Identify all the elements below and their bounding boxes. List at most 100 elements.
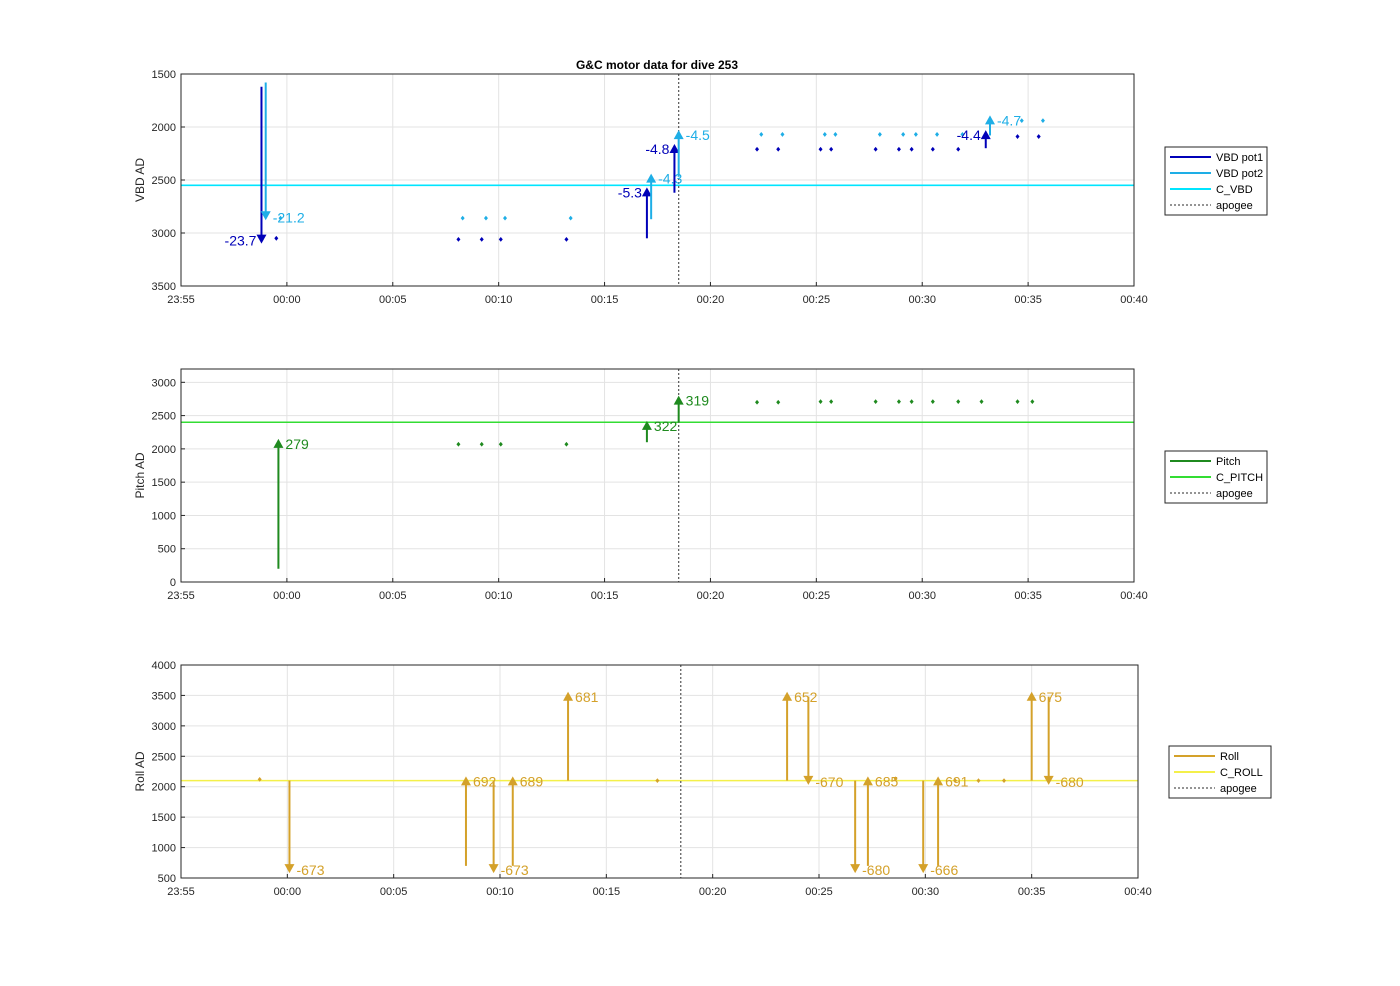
x-tick-label: 00:10 — [485, 590, 513, 602]
legend-entry: apogee — [1216, 488, 1253, 500]
data-point-vbd-pot1 — [930, 146, 935, 152]
x-tick-label: 00:05 — [380, 886, 408, 898]
data-point-vbd-pot1 — [829, 146, 834, 152]
x-tick-label: 00:15 — [593, 886, 621, 898]
data-point-vbd-pot1 — [456, 236, 461, 242]
data-point-vbd-pot1 — [1036, 134, 1041, 139]
x-tick-label: 00:40 — [1120, 294, 1148, 306]
y-tick-label: 500 — [158, 544, 176, 556]
move-arrow-head — [862, 776, 873, 786]
legend-entry: apogee — [1220, 783, 1257, 795]
data-point-vbd-pot2 — [503, 215, 508, 221]
figure-title: G&C motor data for dive 253 — [576, 58, 738, 72]
x-tick-label: 00:10 — [485, 294, 513, 306]
y-tick-label: 4000 — [152, 660, 176, 672]
move-annotation: -670 — [815, 774, 843, 790]
move-annotation: -680 — [1056, 774, 1084, 790]
data-point-vbd-pot2 — [935, 132, 940, 137]
x-tick-label: 00:05 — [379, 294, 407, 306]
move-arrow-head — [284, 864, 295, 874]
move-annotation: 319 — [686, 393, 710, 409]
move-annotation: -5.3 — [618, 184, 642, 200]
move-arrow-head — [933, 776, 944, 786]
move-arrow-head — [984, 115, 995, 125]
data-point-roll — [1002, 778, 1007, 784]
data-point-vbd-pot1 — [896, 146, 901, 152]
data-point-vbd-pot2 — [460, 215, 465, 221]
move-arrow-head — [507, 776, 518, 786]
move-annotation: 652 — [794, 689, 818, 705]
move-arrow-head — [260, 211, 271, 221]
data-point-vbd-pot1 — [956, 146, 961, 152]
data-point-pitch — [1015, 399, 1020, 405]
axes-box — [180, 664, 1139, 879]
y-tick-label: 2000 — [152, 444, 176, 456]
x-tick-label: 00:40 — [1124, 886, 1152, 898]
data-point-pitch — [873, 399, 878, 405]
move-annotation: -4.3 — [658, 171, 682, 187]
x-tick-label: 00:25 — [805, 886, 833, 898]
move-arrow-head — [273, 438, 284, 448]
data-point-pitch — [818, 399, 823, 405]
x-tick-label: 00:00 — [274, 886, 302, 898]
y-tick-label: 3500 — [152, 281, 176, 293]
y-tick-label: 3500 — [152, 690, 176, 702]
y-tick-label: 1000 — [152, 510, 176, 522]
move-arrow-head — [460, 776, 471, 786]
y-axis-label: VBD AD — [133, 158, 147, 202]
y-tick-label: 1500 — [152, 69, 176, 81]
x-tick-label: 00:20 — [697, 294, 725, 306]
y-tick-label: 3000 — [152, 228, 176, 240]
move-arrow-head — [782, 691, 793, 701]
move-arrow-head — [673, 395, 684, 405]
y-tick-label: 1500 — [152, 477, 176, 489]
data-point-vbd-pot1 — [818, 146, 823, 152]
data-point-vbd-pot1 — [909, 146, 914, 152]
move-annotation: 689 — [520, 773, 544, 789]
x-tick-label: 23:55 — [167, 590, 195, 602]
move-annotation: 681 — [575, 689, 599, 705]
move-annotation: -673 — [501, 862, 529, 878]
data-point-vbd-pot2 — [1040, 118, 1045, 124]
move-annotation: 279 — [285, 436, 309, 452]
data-point-roll — [257, 777, 262, 782]
legend-box — [1164, 146, 1268, 216]
move-arrow-head — [673, 130, 684, 140]
move-arrow-head — [850, 864, 861, 874]
y-tick-label: 2500 — [152, 751, 176, 763]
x-tick-label: 23:55 — [167, 294, 195, 306]
axes-box — [180, 368, 1135, 583]
x-tick-label: 00:15 — [591, 590, 619, 602]
legend-entry: VBD pot2 — [1216, 168, 1263, 180]
data-point-pitch — [776, 399, 781, 405]
legend-entry: C_PITCH — [1216, 472, 1263, 484]
panel-1: 23:55 00:00 00:05 00:10 00:15 00:20 00:25 00:30… — [133, 69, 1268, 306]
plot-area — [181, 369, 1134, 582]
legend-entry: C_ROLL — [1220, 767, 1263, 779]
data-point-vbd-pot2 — [822, 132, 827, 137]
move-annotation: 322 — [654, 418, 678, 434]
data-point-pitch — [755, 399, 760, 405]
data-point-vbd-pot2 — [877, 132, 882, 137]
move-arrow-head — [563, 691, 574, 701]
data-point-roll — [976, 778, 981, 784]
x-tick-label: 00:00 — [273, 294, 301, 306]
move-arrow-head — [1043, 775, 1054, 785]
data-point-vbd-pot2 — [278, 215, 283, 221]
move-arrow-head — [918, 864, 929, 874]
move-annotation: -4.8 — [645, 141, 669, 157]
move-arrow-head — [1026, 691, 1037, 701]
data-point-vbd-pot2 — [901, 132, 906, 137]
legend-entry: apogee — [1216, 200, 1253, 212]
y-tick-label: 2000 — [152, 122, 176, 134]
move-arrow-head — [803, 775, 814, 785]
x-tick-label: 00:35 — [1014, 590, 1042, 602]
x-tick-label: 00:25 — [803, 294, 831, 306]
y-tick-label: 2500 — [152, 175, 176, 187]
y-tick-label: 3000 — [152, 377, 176, 389]
data-point-vbd-pot1 — [274, 235, 279, 241]
data-point-pitch — [930, 399, 935, 405]
